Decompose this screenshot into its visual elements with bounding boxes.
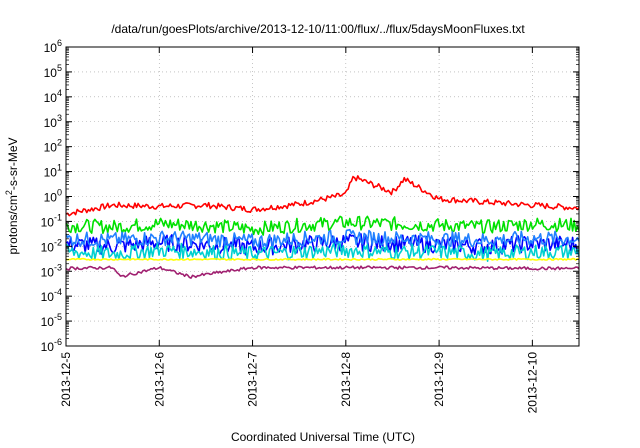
- y-tick-label: 100: [44, 188, 62, 205]
- x-tick-label: 2013-12-10: [525, 352, 539, 414]
- x-tick-labels: 2013-12-5 2013-12-6 2013-12-7 2013-12-8 2013…: [59, 352, 539, 414]
- series-layer: [65, 175, 580, 279]
- series-line: [65, 215, 580, 236]
- y-tick-label: 102: [44, 138, 62, 155]
- series-line: [65, 242, 580, 262]
- y-axis-label: protons/cm2-s-sr-MeV: [4, 137, 20, 254]
- series-line: [65, 257, 580, 261]
- x-tick-label: 2013-12-5: [59, 352, 73, 407]
- x-tick-label: 2013-12-6: [152, 352, 166, 407]
- y-tick-label: 10-4: [41, 287, 62, 304]
- x-tick-label: 2013-12-8: [339, 352, 353, 407]
- ticks: [65, 46, 579, 347]
- x-tick-label: 2013-12-7: [246, 352, 260, 407]
- y-tick-label: 105: [44, 63, 62, 80]
- series-line: [65, 175, 580, 217]
- y-tick-label: 106: [44, 38, 62, 55]
- y-tick-label: 10-5: [41, 312, 62, 329]
- y-tick-label: 10-1: [41, 212, 62, 229]
- y-tick-label: 104: [44, 88, 62, 105]
- y-tick-labels: 10-6 10-5 10-4 10-3 10-2 10-1 100 101 102 103 104 1…: [41, 38, 62, 354]
- y-tick-label: 101: [44, 163, 62, 180]
- y-tick-label: 103: [44, 113, 62, 130]
- x-axis-label: Coordinated Universal Time (UTC): [231, 430, 415, 444]
- y-tick-label: 10-3: [41, 262, 62, 279]
- series-line: [65, 228, 580, 249]
- x-tick-label: 2013-12-9: [432, 352, 446, 407]
- y-tick-label: 10-6: [41, 337, 62, 354]
- y-axis-label-sup: 2: [4, 190, 14, 195]
- chart-title: /data/run/goesPlots/archive/2013-12-10/1…: [111, 22, 525, 36]
- y-axis-label-pre: protons/cm: [6, 195, 20, 254]
- grid: [66, 47, 579, 346]
- y-tick-label: 10-2: [41, 237, 62, 254]
- y-axis-label-post: -s-sr-MeV: [6, 137, 20, 190]
- series-line: [65, 265, 580, 279]
